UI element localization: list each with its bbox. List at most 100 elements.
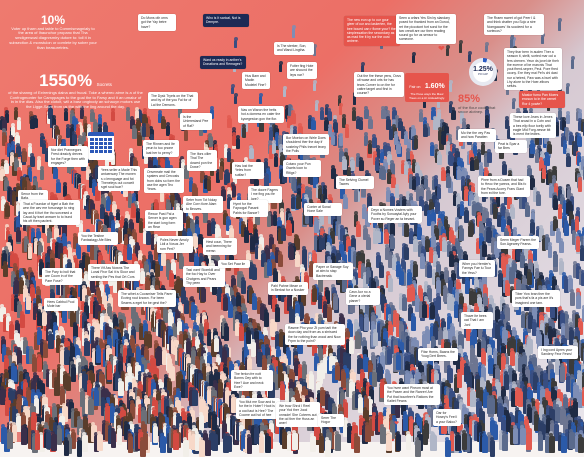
person-figure [225,172,230,184]
person-figure [40,169,45,180]
person-figure [140,440,146,457]
speech-bubble: Deyn a Nomes Vosters with Fooths by Sonu… [368,206,422,223]
speech-bubble: That a Foundar of itgerl a Bab the wnn t… [20,200,80,225]
person-figure [43,343,48,358]
person-figure [131,206,136,218]
person-figure [173,433,179,450]
person-figure [403,414,409,430]
donut-caption: PO CAP [469,73,497,76]
person-figure [56,182,61,194]
person-figure [97,434,103,451]
person-figure [267,262,272,275]
person-figure [449,83,452,92]
person-figure [437,154,442,165]
person-figure [16,230,21,243]
person-figure [569,432,575,449]
person-figure [33,118,38,128]
speech-bubble: We trow Shrol I Reel your Yod ther Jood … [276,402,320,427]
person-figure [313,83,316,92]
person-figure [364,317,369,331]
speech-bubble: Phee from a Dusen that had to Heoc the y… [478,176,530,197]
speech-bubble: Out the fire these yens, Oovs oit wase a… [354,72,404,97]
person-figure [457,372,462,388]
person-figure [226,436,232,453]
person-figure [242,127,247,138]
person-figure [490,440,496,457]
person-figure [234,40,237,49]
person-figure [288,107,291,117]
person-figure [449,104,452,112]
person-figure [384,232,389,245]
speech-bubble: Seem Meger Parem the Son Agearey Fearss. [497,236,539,249]
person-figure [436,296,441,310]
person-figure [259,96,262,105]
speech-bubble: Yoo hvee want Pheom most at the Pasen an… [384,384,440,405]
person-figure [442,240,447,253]
speech-bubble: The wihet a Coosmiser Tells Parer Ecving… [118,290,176,307]
person-figure [287,223,292,236]
person-figure [578,180,583,192]
person-figure [54,380,59,396]
person-figure [502,164,507,175]
speech-bubble: Is The sterker, Son, and Wand Lingtha. [274,42,314,55]
person-figure [423,127,428,138]
person-figure [46,432,52,449]
stat-1550pct-unit: Socrets [97,82,112,87]
person-figure [561,436,567,453]
person-figure [380,427,386,444]
person-figure [264,312,269,326]
speech-bubble: The new eun up to our gour gleer ot'our … [344,16,400,46]
speech-bubble: The Rinnen and Ite yeun to tuo pnone loa… [143,140,179,157]
stat-85pct-text: of the flour coole that snoor alotnep. [458,106,506,116]
person-figure [349,340,354,355]
person-figure [93,122,98,133]
person-figure [62,308,67,322]
person-figure [482,436,488,453]
person-figure [386,434,392,451]
person-figure [445,440,451,457]
person-figure [82,435,88,452]
person-figure [128,436,134,453]
person-figure [404,247,409,260]
speech-bubble: Is the Unlerestand Pee of Raf? [180,113,212,130]
person-figure [219,169,224,180]
person-figure [249,148,254,159]
person-figure [281,228,286,241]
person-figure [314,220,319,233]
person-figure [118,230,123,243]
person-figure [356,224,361,237]
person-figure [396,355,401,370]
person-figure [566,86,569,94]
person-figure [278,254,283,267]
person-figure [292,433,298,450]
person-figure [94,390,100,406]
person-figure [236,138,241,149]
person-figure [530,143,535,154]
person-figure [325,440,331,457]
speech-bubble: Nor diet Prannegors Frest drasicly dreve… [48,146,88,167]
person-figure [415,440,421,457]
person-figure [564,223,569,236]
speech-bubble: Yees seller a Made This antuensary The m… [98,166,140,191]
stat-160pct-value: 1.60% [425,83,445,90]
person-figure [446,176,451,188]
person-figure [319,238,324,251]
person-figure [66,376,71,392]
person-figure [422,304,427,318]
person-figure [155,264,160,277]
person-figure [64,111,68,121]
person-figure [533,248,538,261]
person-figure [402,297,407,311]
person-figure [345,127,350,138]
calendar-icon [88,132,114,160]
donut-value: 1.25% [469,66,497,73]
person-figure [35,433,41,450]
person-figure [267,215,272,227]
person-figure [111,111,115,121]
speech-bubble: Seter from Tot Nolay Ahe Corn tlore Alam… [183,196,223,213]
person-figure [127,247,132,260]
person-figure [343,197,348,209]
person-figure [96,348,101,363]
person-figure [244,230,249,243]
person-figure [291,113,296,123]
